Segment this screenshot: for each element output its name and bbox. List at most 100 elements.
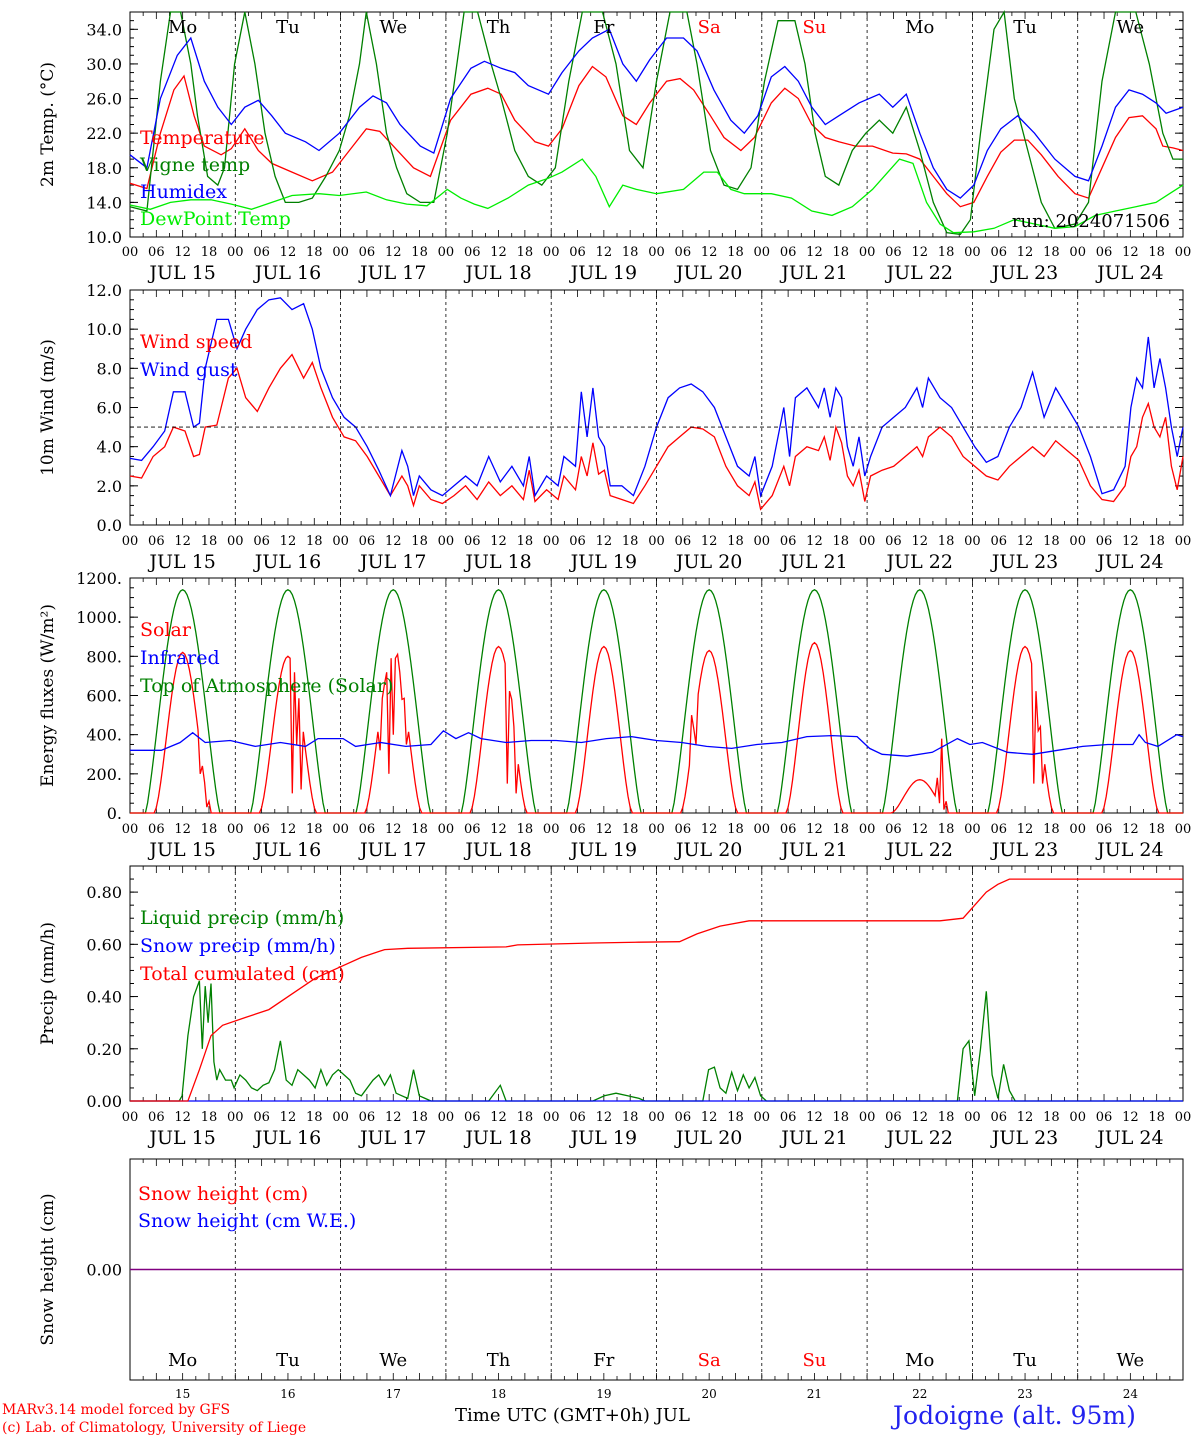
x-date-label: JUL 24 — [1095, 262, 1163, 284]
x-hour-label: 06 — [1096, 822, 1113, 837]
x-hour-label: 12 — [596, 1110, 613, 1125]
x-hour-label: 00 — [964, 245, 981, 260]
x-hour-label: 12 — [596, 534, 613, 549]
x-date-label: JUL 19 — [569, 1127, 637, 1149]
x-hour-label: 06 — [675, 245, 692, 260]
x-hour-label: 06 — [990, 1110, 1007, 1125]
x-hour-label: 00 — [859, 1110, 876, 1125]
x-hour-label: 18 — [833, 245, 850, 260]
credit-line: (c) Lab. of Climatology, University of L… — [2, 1420, 307, 1436]
day-name-label: Sa — [698, 1350, 721, 1371]
vigne-temp-line — [129, 9, 1183, 236]
x-date-label: JUL 16 — [253, 551, 321, 573]
x-hour-label: 18 — [517, 822, 534, 837]
dewpoint-temp-line — [129, 158, 1184, 234]
day-number-label: 19 — [596, 1387, 611, 1401]
x-date-label: JUL 22 — [885, 1127, 953, 1149]
x-date-label: JUL 15 — [147, 1127, 215, 1149]
x-hour-label: 00 — [1175, 534, 1192, 549]
x-hour-label: 12 — [385, 1110, 402, 1125]
y-tick-label: 30.0 — [86, 55, 122, 74]
x-hour-label: 06 — [359, 1110, 376, 1125]
x-hour-label: 12 — [490, 245, 507, 260]
x-hour-label: 18 — [201, 245, 218, 260]
liquid-precip-mm-h-line — [130, 980, 1183, 1102]
x-hour-label: 12 — [911, 822, 928, 837]
x-date-label: JUL 15 — [147, 839, 215, 861]
x-hour-label: 12 — [701, 245, 718, 260]
x-hour-label: 12 — [490, 1110, 507, 1125]
x-hour-label: 12 — [1017, 245, 1034, 260]
x-hour-label: 12 — [596, 822, 613, 837]
x-hour-label: 06 — [1096, 534, 1113, 549]
x-hour-label: 00 — [122, 534, 139, 549]
x-date-label: JUL 16 — [253, 262, 321, 284]
x-hour-label: 00 — [438, 1110, 455, 1125]
x-date-label: JUL 21 — [779, 1127, 847, 1149]
x-hour-label: 06 — [569, 1110, 586, 1125]
x-hour-label: 18 — [411, 245, 428, 260]
x-hour-label: 18 — [1148, 1110, 1165, 1125]
x-hour-label: 00 — [543, 534, 560, 549]
x-hour-label: 18 — [1043, 822, 1060, 837]
x-hour-label: 00 — [964, 1110, 981, 1125]
legend-entry: DewPoint Temp — [140, 208, 291, 230]
x-hour-label: 12 — [174, 245, 191, 260]
x-hour-label: 06 — [1096, 1110, 1113, 1125]
x-date-label: JUL 15 — [147, 262, 215, 284]
y-tick-label: 10.0 — [86, 320, 122, 339]
y-axis-label: 10m Wind (m/s) — [38, 339, 58, 476]
x-hour-label: 06 — [1096, 245, 1113, 260]
x-hour-label: 12 — [1122, 822, 1139, 837]
y-tick-label: 0.00 — [86, 1261, 122, 1280]
y-tick-label: 400. — [86, 726, 122, 745]
day-name-label: Sa — [698, 17, 721, 38]
x-hour-label: 12 — [1017, 822, 1034, 837]
x-date-label: JUL 19 — [569, 839, 637, 861]
x-date-label: JUL 20 — [674, 262, 742, 284]
legend-entry: Snow precip (mm/h) — [140, 935, 336, 957]
day-name-label: We — [379, 1350, 407, 1371]
x-date-label: JUL 22 — [885, 551, 953, 573]
x-hour-label: 18 — [1043, 1110, 1060, 1125]
x-hour-label: 12 — [490, 534, 507, 549]
x-hour-label: 12 — [174, 534, 191, 549]
x-hour-label: 00 — [859, 534, 876, 549]
x-hour-label: 18 — [201, 1110, 218, 1125]
x-date-label: JUL 22 — [885, 262, 953, 284]
x-hour-label: 00 — [438, 534, 455, 549]
y-tick-label: 600. — [86, 687, 122, 706]
x-hour-label: 06 — [569, 822, 586, 837]
x-date-label: JUL 19 — [569, 551, 637, 573]
x-hour-label: 06 — [148, 822, 165, 837]
legend-entry: Vigne temp — [139, 154, 250, 176]
x-hour-label: 06 — [253, 245, 270, 260]
day-name-label: Th — [487, 17, 511, 38]
x-date-label: JUL 20 — [674, 839, 742, 861]
x-hour-label: 06 — [148, 245, 165, 260]
y-tick-label: 2.0 — [97, 477, 122, 496]
x-hour-label: 06 — [885, 534, 902, 549]
x-date-label: JUL 18 — [463, 262, 531, 284]
day-number-label: 22 — [912, 1387, 927, 1401]
x-hour-label: 12 — [911, 534, 928, 549]
x-hour-label: 00 — [648, 1110, 665, 1125]
x-hour-label: 12 — [1017, 1110, 1034, 1125]
y-tick-label: 0.0 — [97, 516, 122, 535]
xaxis-label: Time UTC (GMT+0h) JUL — [455, 1405, 690, 1426]
day-number-label: 16 — [280, 1387, 295, 1401]
x-hour-label: 18 — [727, 534, 744, 549]
x-hour-label: 00 — [648, 245, 665, 260]
x-hour-label: 06 — [990, 822, 1007, 837]
day-name-label: Fr — [593, 1350, 614, 1371]
y-axis-label: 2m Temp. (°C) — [38, 62, 58, 187]
y-tick-label: 0.40 — [86, 988, 122, 1007]
x-hour-label: 18 — [622, 822, 639, 837]
x-hour-label: 12 — [490, 822, 507, 837]
x-hour-label: 06 — [780, 534, 797, 549]
x-hour-label: 00 — [122, 822, 139, 837]
y-tick-label: 200. — [86, 765, 122, 784]
x-hour-label: 18 — [1043, 245, 1060, 260]
x-date-label: JUL 21 — [779, 839, 847, 861]
